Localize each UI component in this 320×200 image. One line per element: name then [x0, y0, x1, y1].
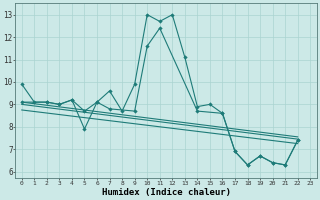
- X-axis label: Humidex (Indice chaleur): Humidex (Indice chaleur): [101, 188, 230, 197]
